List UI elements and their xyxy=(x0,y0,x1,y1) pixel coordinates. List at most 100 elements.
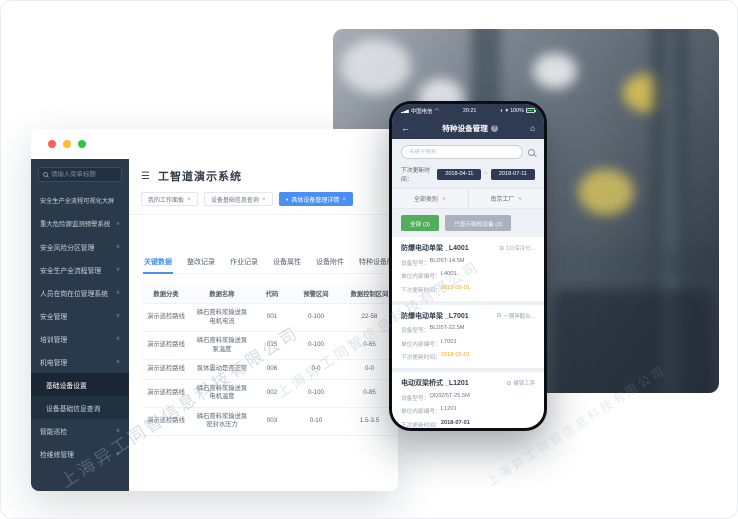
tab-device-info-query[interactable]: 设备基础信息查询 × xyxy=(203,192,273,206)
tab-rectification-records[interactable]: 整改记录 xyxy=(187,259,215,266)
cell: 磷石膏料浆输送泵电机温度 xyxy=(191,379,253,408)
phone-page-title: 特种设备管理 xyxy=(442,123,488,133)
chevron-down-icon: ∨ xyxy=(115,335,120,342)
table-header-row: 数据分类 数据名称 代码 预警区间 数据控制区间 xyxy=(141,284,398,304)
tab-work-records[interactable]: 作业记录 xyxy=(230,259,258,266)
category-dropdown[interactable]: 全部类别 ∨ xyxy=(392,189,468,208)
cell: 演示巡检路线 xyxy=(141,379,191,408)
tilde-separator: ~ xyxy=(484,171,488,177)
location-pin-icon: ⊙ xyxy=(506,380,512,387)
sidebar-item-production-process[interactable]: 安全生产全流程管理 ∨ xyxy=(31,258,129,281)
model-value: BLD5T-14.5M xyxy=(429,257,465,264)
moon-icon: ◐ xyxy=(500,107,504,114)
column-header: 数据名称 xyxy=(191,284,253,304)
sidebar-search[interactable] xyxy=(38,167,122,182)
cell: 22-58 xyxy=(341,303,398,332)
sidebar-item-basic-device-setup[interactable]: 基础设备设置 xyxy=(31,373,129,396)
equipment-card[interactable]: 电动双梁桥式 _L1201 ⊙ 磷铵工序 设备型号： QD32/5T-25.5M … xyxy=(392,372,544,428)
sidebar-item-risk-zone[interactable]: 安全风险分区管理 ∨ xyxy=(31,235,129,258)
internal-code-value: L4001 xyxy=(440,271,457,277)
maximize-window-button[interactable] xyxy=(78,140,86,148)
key-data-table: 数据分类 数据名称 代码 预警区间 数据控制区间 演示巡检路线 磷石膏料浆输送泵… xyxy=(141,284,398,436)
tab-special-device-attachments[interactable]: 特种设备附件 xyxy=(359,259,398,266)
photo-highlight xyxy=(341,39,411,94)
sidebar-item-device-info-query[interactable]: 设备基础信息查询 xyxy=(31,396,129,419)
field-label: 设备型号： xyxy=(401,395,430,402)
detail-tab-bar: 关键数据 整改记录 作业记录 设备属性 设备附件 特种设备附件 xyxy=(143,257,398,274)
sidebar-item-label: 安全生产全流程可视化大屏 xyxy=(40,198,115,205)
cell: 演示巡检路线 xyxy=(141,331,191,360)
tab-device-attributes[interactable]: 设备属性 xyxy=(273,259,301,266)
cell: 001 xyxy=(253,303,291,332)
sidebar-item-label: 机电管理 xyxy=(40,359,68,367)
help-icon[interactable]: ? xyxy=(490,124,498,132)
wifi-icon: ◠ xyxy=(434,107,440,114)
chevron-down-icon: ∨ xyxy=(115,427,120,434)
table-row: 演示巡检路线 磷石膏料浆输送泵电机电流 001 0-100 22-58 xyxy=(141,303,398,332)
close-icon[interactable]: × xyxy=(187,195,191,203)
status-time: 20:21 xyxy=(462,107,477,114)
cell: 015 xyxy=(253,331,291,360)
back-icon[interactable]: ← xyxy=(401,123,410,133)
date-from-button[interactable]: 2018-04-11 xyxy=(437,168,482,180)
tab-device-detail[interactable]: ● 具体设备管理详情 × xyxy=(278,192,354,206)
sidebar-item-safety-mgmt[interactable]: 安全管理 ∨ xyxy=(31,304,129,327)
minimize-window-button[interactable] xyxy=(63,140,71,148)
cell: 磷石膏料浆输送泵电机电流 xyxy=(191,303,253,332)
phone-nav-bar: ← 特种设备管理 ? ⌂ xyxy=(392,117,544,139)
sidebar-item-label: 安全风险分区管理 xyxy=(40,244,95,252)
equipment-card[interactable]: 防爆电动单梁 _L4001 ⊙ CO深冷分... 设备型号： BLD5T-14.5… xyxy=(392,237,544,301)
signal-icon: ▂▄▆ xyxy=(401,108,409,113)
equipment-location: 一期甲醇合... xyxy=(503,313,535,320)
tab-key-data[interactable]: 关键数据 xyxy=(143,257,173,274)
sidebar-item-maintenance-mgmt[interactable]: 检维修管理 ∨ xyxy=(31,442,129,465)
phone-mockup: ▂▄▆ 中国电信 ◠ 20:21 ◐ ▾ 100% ← 特种设备管理 ? xyxy=(389,101,547,431)
tab-my-workboard[interactable]: 我的工作面板 × xyxy=(141,192,198,206)
equipment-location: 磷铵工序 xyxy=(513,381,535,387)
close-window-button[interactable] xyxy=(48,140,56,148)
sidebar-item-visual-screen[interactable]: 安全生产全流程可视化大屏 xyxy=(31,189,129,212)
battery-icon xyxy=(525,108,536,113)
segment-inspection-only-button[interactable]: 只显示临检设备 (2) xyxy=(444,215,512,231)
caret-icon: ▾ xyxy=(505,107,509,114)
search-icon[interactable] xyxy=(528,148,535,156)
field-label: 下次更新时间： xyxy=(401,287,441,294)
date-to-button[interactable]: 2018-07-11 xyxy=(490,168,535,180)
chevron-down-icon: ∨ xyxy=(115,220,120,227)
tab-label: 我的工作面板 xyxy=(148,197,185,204)
sidebar-search-input[interactable] xyxy=(51,171,117,178)
sidebar-item-training-mgmt[interactable]: 培训管理 ∨ xyxy=(31,327,129,350)
equipment-location: CO深冷分... xyxy=(506,246,535,252)
home-icon[interactable]: ⌂ xyxy=(530,123,535,133)
menu-icon[interactable]: ☰ xyxy=(141,170,150,182)
close-icon[interactable]: × xyxy=(261,195,266,203)
chevron-down-icon: ∨ xyxy=(115,266,120,273)
sidebar-item-smart-inspection[interactable]: 智能巡检 ∨ xyxy=(31,419,129,442)
sidebar-item-electromechanical[interactable]: 机电管理 ∧ xyxy=(31,350,129,373)
tab-label: 具体设备管理详情 xyxy=(291,197,340,204)
sidebar-item-personnel[interactable]: 人员在岗在位管理系统 ∨ xyxy=(31,281,129,304)
chevron-up-icon: ∧ xyxy=(115,358,120,365)
next-date-value: 2018-05-01 xyxy=(440,284,470,291)
location-pin-icon: ⊙ xyxy=(499,245,505,252)
field-label: 设备型号： xyxy=(401,328,430,334)
field-label: 下次更新时间： xyxy=(401,355,441,361)
close-icon[interactable]: × xyxy=(342,195,347,203)
equipment-card[interactable]: 防爆电动单梁 _L7001 ⊙ 一期甲醇合... 设备型号： BLD5T-22.5… xyxy=(392,304,544,368)
segment-all-button[interactable]: 全部 (3) xyxy=(401,215,439,231)
content-header: ☰ 工智道演示系统 xyxy=(129,159,398,190)
field-label: 单位内部编号： xyxy=(401,274,441,280)
segment-row: 全部 (3) 只显示临检设备 (2) xyxy=(392,209,544,237)
cell: 0-85 xyxy=(341,379,398,408)
phone-search-field[interactable] xyxy=(401,145,523,159)
sidebar-item-hazard-monitoring[interactable]: 重大危险源监测预警系统 ∨ xyxy=(31,212,129,235)
chevron-down-icon: ∨ xyxy=(115,450,120,457)
site-dropdown[interactable]: 南京工厂 ∨ xyxy=(467,189,545,208)
tab-chip-bar: 我的工作面板 × 设备基础信息查询 × ● 具体设备管理详情 × xyxy=(129,190,398,215)
desktop-window: 安全生产全流程可视化大屏 重大危险源监测预警系统 ∨ 安全风险分区管理 ∨ 安全… xyxy=(31,129,398,491)
chevron-down-icon: ∨ xyxy=(518,195,523,202)
phone-search-input[interactable] xyxy=(409,149,515,155)
cell: 磷石膏料浆输送泵密封水压力 xyxy=(191,407,253,436)
tab-device-attachments[interactable]: 设备附件 xyxy=(316,259,344,266)
